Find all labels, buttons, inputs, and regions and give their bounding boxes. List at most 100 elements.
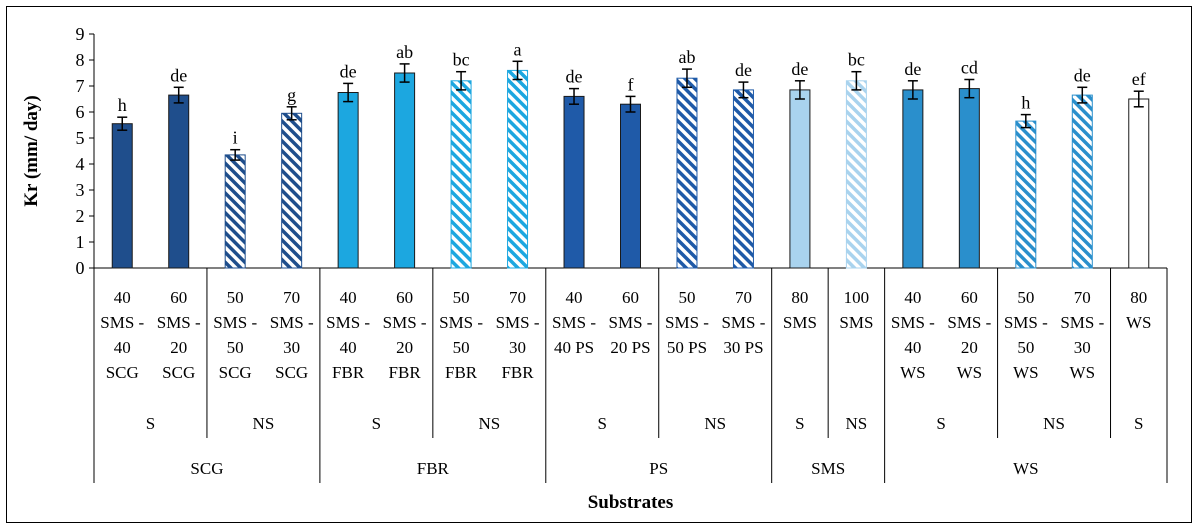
category-label: 40 [566,288,583,307]
category-label: SMS - [496,313,540,332]
y-tick-label: 6 [76,102,85,122]
bar [1071,94,1093,269]
significance-letter: de [340,61,357,81]
category-label: 40 PS [554,338,594,357]
category-label: 80 [791,288,808,307]
chart-frame: 0 1 2 3 4 5 6 7 8 9 Kr (mm/ day) h 40 SMS - 40 SCG de 60 S… [6,6,1192,523]
category-label: WS [957,363,983,382]
category-label: SCG [275,363,308,382]
y-tick-label: 2 [76,206,85,226]
significance-letter: de [735,60,752,80]
y-tick-label: 0 [76,258,85,278]
significance-letter: de [170,65,187,85]
group-label-level2: S [598,414,607,433]
category-label: 70 [735,288,752,307]
y-tick-label: 1 [76,232,85,252]
category-label: 20 [961,338,978,357]
category-label: 40 [340,338,357,357]
category-label: SMS - [383,313,427,332]
category-label: 50 [678,288,695,307]
category-label: FBR [445,363,478,382]
category-label: SMS - [100,313,144,332]
significance-letter: de [1074,65,1091,85]
category-label: 50 [1017,338,1034,357]
category-label: SMS - [609,313,653,332]
category-label: 60 [170,288,187,307]
category-label: 50 PS [667,338,707,357]
bar [1128,98,1150,269]
category-label: SMS - [213,313,257,332]
significance-letter: f [628,74,634,94]
category-label: SMS - [326,313,370,332]
category-label: SMS - [270,313,314,332]
bar [902,89,924,269]
bar [845,80,867,269]
significance-letter: de [566,67,583,87]
category-label: 50 [453,338,470,357]
significance-letter: ab [396,42,413,62]
group-label-level2: NS [1043,414,1065,433]
category-label: 40 [340,288,357,307]
bar [676,77,698,269]
category-label: 30 [283,338,300,357]
category-label: WS [1070,363,1096,382]
category-label: 40 [904,338,921,357]
y-tick-label: 4 [76,154,85,174]
category-label: SMS - [665,313,709,332]
category-label: WS [900,363,926,382]
group-label-level2: S [795,414,804,433]
significance-letter: bc [848,50,865,70]
significance-letter: a [514,39,522,59]
significance-letter: ef [1132,69,1146,89]
category-label: SMS - [157,313,201,332]
category-label: 40 [904,288,921,307]
category-label: FBR [501,363,534,382]
y-axis-label: Kr (mm/ day) [21,95,42,207]
category-label: 70 [1074,288,1091,307]
bar [394,72,416,269]
group-label-level2: S [1134,414,1143,433]
significance-letter: g [287,85,296,105]
category-label: 70 [283,288,300,307]
significance-letter: de [904,59,921,79]
significance-letter: cd [961,58,978,78]
bar-chart: 0 1 2 3 4 5 6 7 8 9 Kr (mm/ day) h 40 SMS - 40 SCG de 60 S… [21,24,1168,513]
category-label: WS [1013,363,1039,382]
group-label-level3: PS [649,459,668,478]
x-axis-label: Substrates [588,492,674,513]
category-label: 20 [396,338,413,357]
category-label: 30 [509,338,526,357]
significance-letter: h [1021,93,1030,113]
bar [958,88,980,269]
group-label-level2: NS [846,414,868,433]
category-label: 80 [1130,288,1147,307]
group-label-level2: NS [704,414,726,433]
category-label: 50 [227,288,244,307]
bar [507,69,529,269]
y-tick-label: 3 [76,180,85,200]
significance-letter: ab [678,47,695,67]
group-label-level2: NS [478,414,500,433]
bar [1015,120,1037,269]
category-label: 50 [1017,288,1034,307]
bar [111,123,133,269]
category-label: 50 [453,288,470,307]
y-tick-label: 9 [76,24,85,44]
bar [168,94,190,269]
category-label: SMS - [721,313,765,332]
category-label: SCG [219,363,252,382]
category-label: 20 [170,338,187,357]
category-label: 30 [1074,338,1091,357]
bar [620,103,641,269]
category-label: SMS - [891,313,935,332]
category-label: SCG [162,363,195,382]
category-label: SMS - [1060,313,1104,332]
category-label: 60 [961,288,978,307]
y-tick-label: 5 [76,128,85,148]
group-label-level2: S [146,414,155,433]
category-label: 40 [114,338,131,357]
significance-letter: bc [453,50,470,70]
category-label: SMS - [1004,313,1048,332]
bar [563,95,585,269]
category-label: FBR [332,363,365,382]
